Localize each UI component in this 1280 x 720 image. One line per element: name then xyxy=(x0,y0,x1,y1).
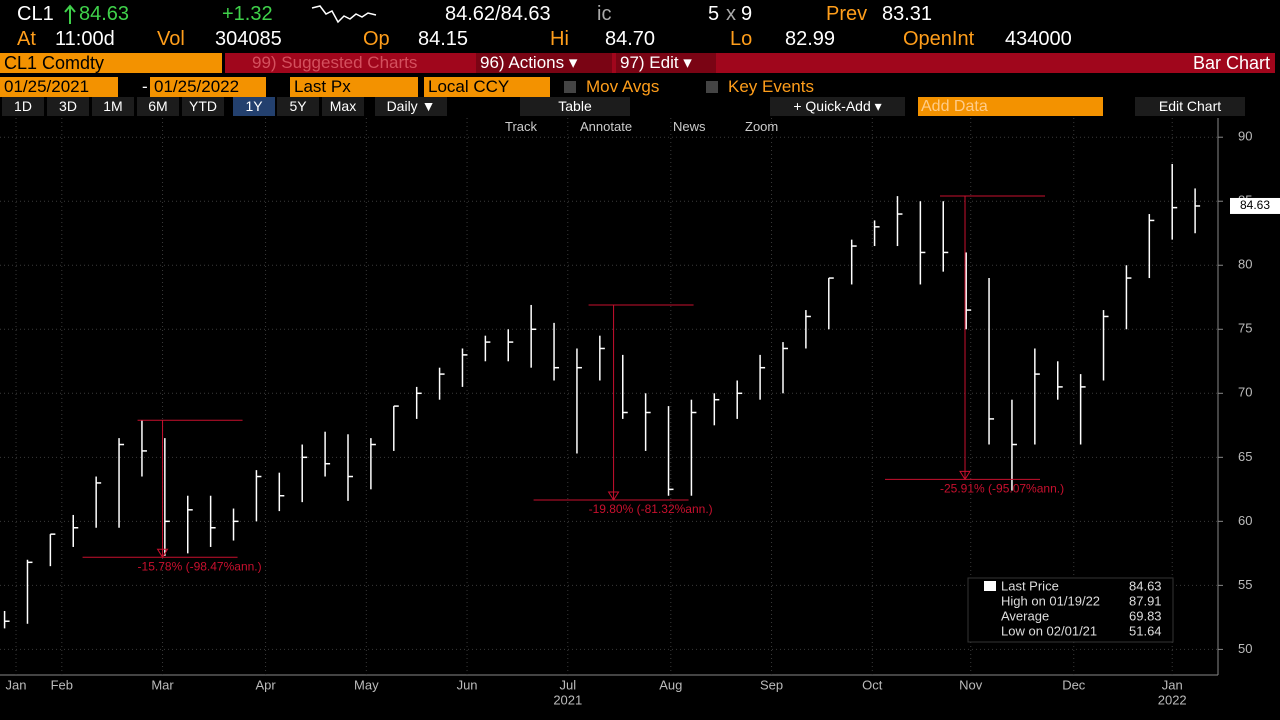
tool[interactable]: Track xyxy=(505,119,538,134)
suggested[interactable]: 99) Suggested Charts xyxy=(252,53,418,72)
currency[interactable]: Local CCY xyxy=(424,77,550,97)
field[interactable]: Last Px xyxy=(290,77,418,97)
last: 84.63 xyxy=(79,3,130,25)
up-arrow xyxy=(64,4,76,24)
legend-value: 87.91 xyxy=(1129,593,1162,608)
x-tick-label: Oct xyxy=(862,677,883,692)
lo-label: Lo xyxy=(730,28,753,50)
y-tick-label: 70 xyxy=(1238,385,1252,400)
legend-swatch xyxy=(984,581,996,591)
drawdown-arrow xyxy=(607,491,620,501)
edit-chart[interactable]: Edit Chart xyxy=(1135,97,1245,116)
add-data[interactable]: Add Data xyxy=(918,97,1103,116)
last-price-tag xyxy=(1230,197,1280,214)
key-events[interactable]: Key Events xyxy=(728,77,814,96)
prev: 83.31 xyxy=(882,3,933,25)
year-label: 2021 xyxy=(553,692,582,707)
range-button[interactable]: 3D xyxy=(47,97,89,116)
y-tick-label: 65 xyxy=(1238,449,1252,464)
end-date[interactable]: 01/25/2022 xyxy=(150,77,266,97)
y-tick-label: 90 xyxy=(1238,129,1252,144)
oi-label: OpenInt xyxy=(903,28,975,50)
range-button[interactable]: 1Y xyxy=(233,97,275,116)
drawdown-arrow xyxy=(959,470,971,481)
x-tick-label: Jul xyxy=(559,677,576,692)
change: +1.32 xyxy=(222,3,273,25)
quick-add[interactable]: + Quick-Add ▾ xyxy=(770,97,905,116)
drawdown-arrow xyxy=(156,548,169,559)
op-label: Op xyxy=(363,28,390,50)
drawdown-label: -19.80% (-81.32%ann.) xyxy=(589,502,713,516)
x-tick-label: Jan xyxy=(1162,677,1183,692)
x-tick-label: Mar xyxy=(151,677,174,692)
sparkline xyxy=(311,5,377,24)
vol: 304085 xyxy=(215,28,282,50)
y-tick-label: 80 xyxy=(1238,257,1252,272)
period[interactable]: Daily ▼ xyxy=(375,97,447,116)
legend-label: Last Price xyxy=(1001,578,1059,593)
drawdown-label: -15.78% (-98.47%ann.) xyxy=(138,559,262,573)
legend-value: 51.64 xyxy=(1129,623,1162,638)
range-button[interactable]: 1D xyxy=(2,97,44,116)
dash: - xyxy=(142,77,148,96)
range-button[interactable]: Max xyxy=(322,97,364,116)
lo: 82.99 xyxy=(785,28,836,50)
prev-label: Prev xyxy=(826,3,868,25)
legend-label: Low on 02/01/21 xyxy=(1001,623,1097,638)
mov-avgs[interactable]: Mov Avgs xyxy=(586,77,660,96)
ticker: CL1 xyxy=(17,3,54,25)
last-price-label: 84.63 xyxy=(1240,198,1270,212)
checkbox[interactable] xyxy=(706,81,718,93)
tool[interactable]: News xyxy=(673,119,706,134)
range-button[interactable]: 6M xyxy=(137,97,179,116)
y-tick-label: 60 xyxy=(1238,513,1252,528)
x-tick-label: Feb xyxy=(51,677,73,692)
time: 11:00d xyxy=(55,28,115,50)
size-x: x xyxy=(726,3,736,25)
at-label: At xyxy=(17,28,36,50)
legend-label: High on 01/19/22 xyxy=(1001,593,1100,608)
chart-type: Bar Chart xyxy=(1192,53,1270,73)
start-date[interactable]: 01/25/2021 xyxy=(0,77,118,97)
ask-size: 9 xyxy=(741,3,753,25)
edit[interactable]: 97) Edit ▾ xyxy=(616,53,716,73)
table[interactable]: Table xyxy=(520,97,630,116)
actions[interactable]: 96) Actions ▾ xyxy=(476,53,612,73)
x-tick-label: Aug xyxy=(659,677,682,692)
x-tick-label: Apr xyxy=(255,677,276,692)
checkbox[interactable] xyxy=(564,81,576,93)
y-tick-label: 55 xyxy=(1238,577,1252,592)
y-tick-label: 75 xyxy=(1238,321,1252,336)
y-tick-label: 50 xyxy=(1238,641,1252,656)
hi-label: Hi xyxy=(550,28,569,50)
tool[interactable]: Annotate xyxy=(580,119,633,134)
oi: 434000 xyxy=(1005,28,1072,50)
year-label: 2022 xyxy=(1158,692,1187,707)
range-button[interactable]: 5Y xyxy=(277,97,319,116)
source: ic xyxy=(597,3,612,25)
x-tick-label: Sep xyxy=(760,677,783,692)
op: 84.15 xyxy=(418,28,469,50)
bid-ask: 84.62/84.63 xyxy=(445,3,551,25)
range-button[interactable]: YTD xyxy=(182,97,224,116)
range-button[interactable]: 1M xyxy=(92,97,134,116)
hi: 84.70 xyxy=(605,28,656,50)
legend-value: 84.63 xyxy=(1129,578,1162,593)
x-tick-label: Dec xyxy=(1062,677,1086,692)
x-tick-label: May xyxy=(354,677,379,692)
legend-value: 69.83 xyxy=(1129,608,1162,623)
security[interactable]: CL1 Comdty xyxy=(0,53,222,73)
x-tick-label: Nov xyxy=(959,677,983,692)
bid-size: 5 xyxy=(708,3,720,25)
x-tick-label: Jun xyxy=(457,677,478,692)
drawdown-label: -25.91% (-95.07%ann.) xyxy=(940,482,1064,496)
legend-box xyxy=(967,577,1174,643)
legend-label: Average xyxy=(1001,608,1049,623)
vol-label: Vol xyxy=(157,28,185,50)
tool[interactable]: Zoom xyxy=(745,119,779,134)
x-tick-label: Jan xyxy=(6,677,27,692)
